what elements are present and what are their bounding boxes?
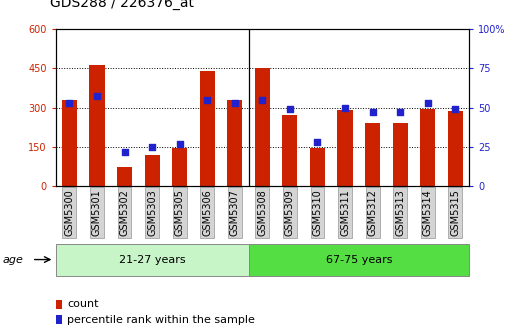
- Point: [231, 100, 239, 106]
- FancyBboxPatch shape: [249, 244, 469, 276]
- Point: [368, 110, 377, 115]
- Bar: [255, 68, 270, 186]
- Bar: [338, 110, 352, 186]
- Bar: [365, 123, 380, 186]
- Point: [341, 105, 349, 110]
- Bar: [227, 99, 242, 186]
- Point: [203, 97, 211, 102]
- Bar: [420, 109, 435, 186]
- Bar: [200, 71, 215, 186]
- Point: [93, 94, 101, 99]
- Text: age: age: [3, 255, 23, 264]
- Bar: [90, 66, 104, 186]
- Point: [313, 139, 322, 145]
- Point: [175, 141, 184, 146]
- Text: 21-27 years: 21-27 years: [119, 255, 186, 264]
- Bar: [310, 148, 325, 186]
- Bar: [282, 116, 297, 186]
- Point: [396, 110, 404, 115]
- Bar: [448, 112, 463, 186]
- FancyBboxPatch shape: [56, 244, 249, 276]
- Bar: [393, 123, 408, 186]
- Point: [286, 107, 294, 112]
- Point: [423, 100, 432, 106]
- Point: [148, 144, 156, 150]
- Text: GDS288 / 226376_at: GDS288 / 226376_at: [50, 0, 195, 10]
- Bar: [62, 99, 77, 186]
- Bar: [172, 148, 187, 186]
- Bar: [117, 167, 132, 186]
- Point: [65, 100, 74, 106]
- Point: [258, 97, 267, 102]
- Point: [120, 149, 129, 155]
- Text: 67-75 years: 67-75 years: [325, 255, 392, 264]
- Point: [451, 107, 460, 112]
- Text: percentile rank within the sample: percentile rank within the sample: [67, 314, 255, 325]
- Text: count: count: [67, 299, 99, 309]
- Bar: [145, 155, 160, 186]
